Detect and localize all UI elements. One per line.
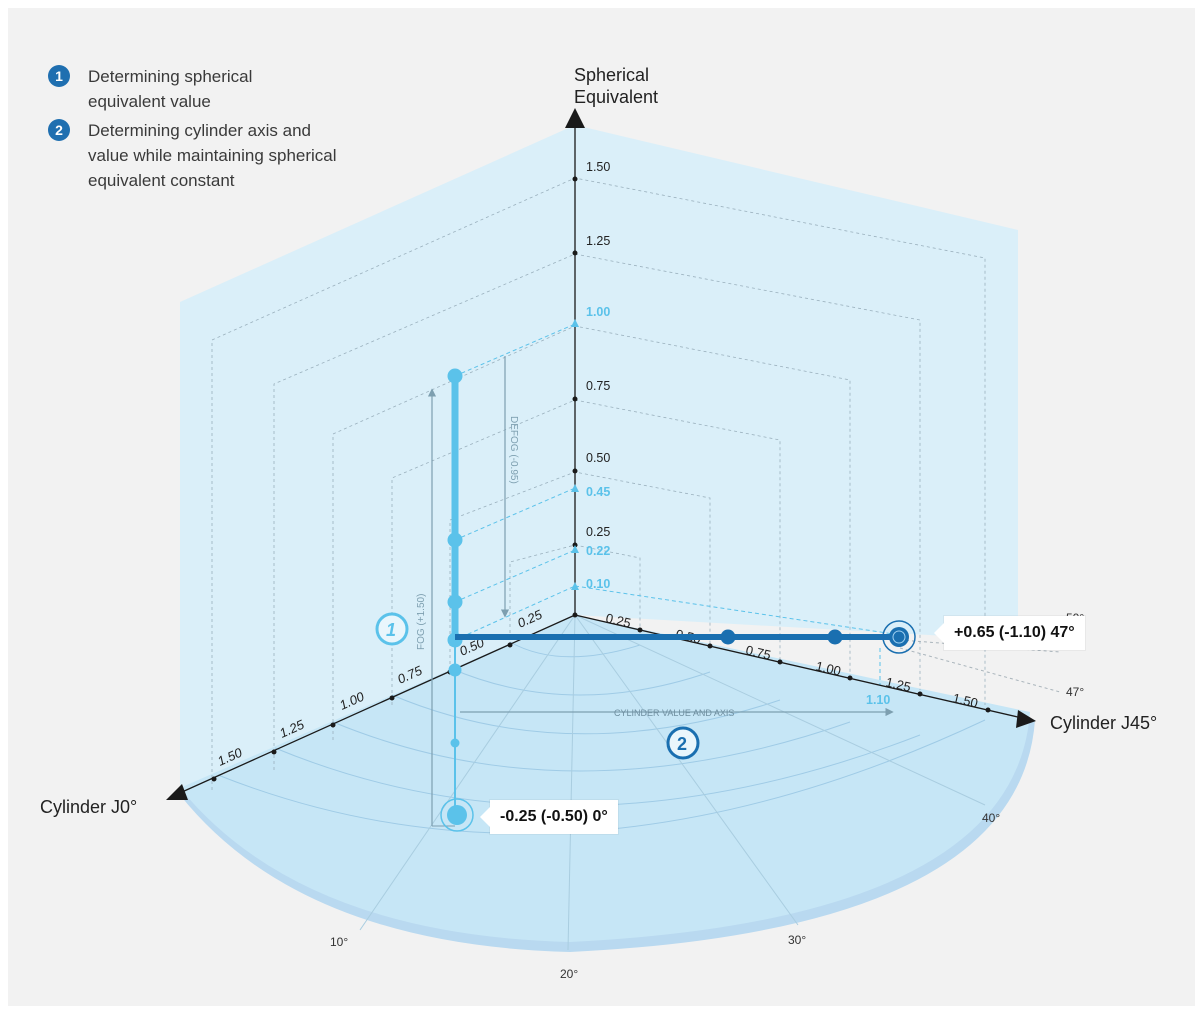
ray-47 — [899, 647, 1061, 693]
se-tick-label: 0.75 — [586, 379, 610, 393]
legend-number-badge: 1 — [48, 65, 70, 87]
se-title-line: Spherical — [574, 65, 650, 85]
floor-arcs — [217, 641, 986, 835]
legend-text: Determining cylinder axis and value whil… — [88, 121, 337, 190]
angle-label: 30° — [788, 933, 806, 947]
step-2-marker-text: 2 — [677, 734, 687, 754]
highlight-guides — [454, 323, 901, 685]
back-plane-right — [575, 125, 1018, 640]
j0-axis-arrow — [166, 784, 188, 800]
end-point — [889, 627, 909, 647]
axis-ticks — [211, 176, 991, 782]
j45-tick-label: 0.25 — [604, 610, 632, 630]
se-highlight-label: 0.45 — [586, 485, 610, 499]
se-tick-label: 0.25 — [586, 525, 610, 539]
legend-number-badge: 2 — [48, 119, 70, 141]
end-point-inner-ring — [892, 630, 906, 644]
se-tick-label: 0.50 — [586, 451, 610, 465]
j45-tick-label: 1.50 — [951, 690, 979, 710]
j45-tick-label: 1.25 — [884, 674, 912, 694]
se-highlight-label: 0.10 — [586, 577, 610, 591]
cylinder-j0-axis-title: Cylinder J0° — [40, 797, 138, 817]
fog-label: FOG (+1.50) — [416, 594, 427, 650]
angle-label: 20° — [560, 967, 578, 981]
defog-label: DEFOG (-0.95) — [508, 416, 519, 484]
se-tick-label: 1.25 — [586, 234, 610, 248]
angle-rays — [359, 614, 986, 951]
angle-label: 47° — [1066, 685, 1084, 699]
j45-axis-arrow — [1016, 710, 1036, 728]
j45-tick-label: 1.00 — [814, 658, 842, 678]
angle-label: 40° — [982, 811, 1000, 825]
se-title-line: Equivalent — [574, 87, 659, 107]
start-point — [447, 805, 467, 825]
spherical-equivalent-axis-title: Spherical Equivalent — [574, 64, 658, 108]
se-tick-label: 1.50 — [586, 160, 610, 174]
start-point-callout: -0.25 (-0.50) 0° — [480, 800, 618, 834]
cylinder-arrow-label: CYLINDER VALUE AND AXIS — [614, 708, 734, 718]
end-point-ring — [882, 620, 916, 654]
highlight-ticks — [571, 319, 579, 590]
legend-text: Determining spherical equivalent value — [88, 67, 253, 111]
step-2-marker: 2 — [666, 726, 700, 760]
back-plane-left — [180, 125, 575, 790]
step-1-marker: 1 — [375, 612, 409, 646]
step-1-marker-text: 1 — [386, 620, 396, 640]
j45-highlight-label: 1.10 — [866, 693, 890, 707]
legend: 1 Determining spherical equivalent value… — [48, 64, 348, 197]
legend-item-1: 1 Determining spherical equivalent value — [48, 64, 348, 114]
se-highlight-label: 0.22 — [586, 544, 610, 558]
step-2-points — [720, 629, 843, 645]
angle-label: 10° — [330, 935, 348, 949]
legend-item-2: 2 Determining cylinder axis and value wh… — [48, 118, 348, 193]
j45-tick-label: 0.75 — [744, 642, 772, 662]
se-highlight-label: 1.00 — [586, 305, 610, 319]
end-point-callout: +0.65 (-1.10) 47° — [934, 616, 1085, 650]
se-axis-arrow — [565, 108, 585, 128]
start-point-ring — [440, 798, 474, 832]
cylinder-j45-axis-title: Cylinder J45° — [1050, 713, 1158, 733]
